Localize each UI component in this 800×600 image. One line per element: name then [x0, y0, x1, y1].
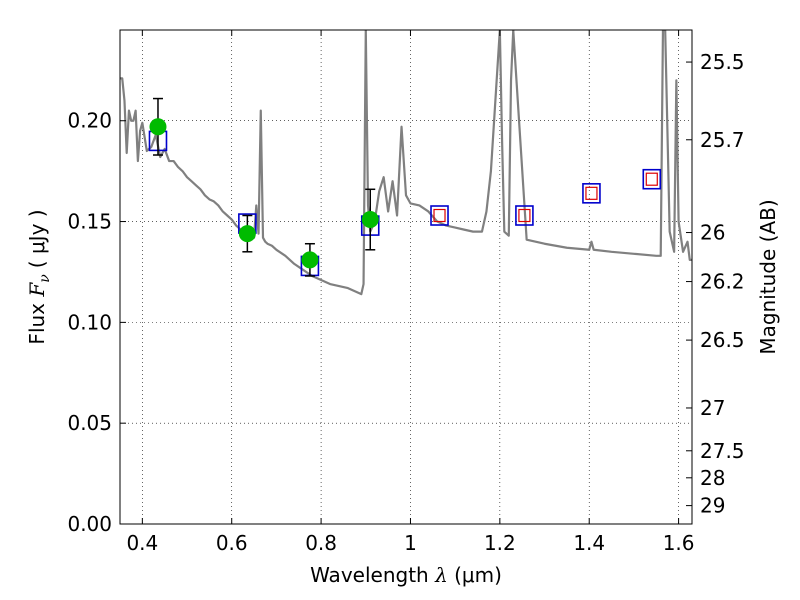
x-tick-label: 0.6 [216, 531, 248, 555]
x-tick-label: 0.4 [126, 531, 158, 555]
x-tick-label: 0.8 [305, 531, 337, 555]
y2-tick-label: 26 [700, 221, 725, 245]
y-axis-title: Flux Fν( μJy ) [25, 209, 53, 344]
model-series [148, 130, 662, 277]
y-tick-label: 0.05 [67, 411, 112, 435]
magnitude-axis-ticks: 25.5 25.7 26 26.2 26.5 27 27.5 28 29 [686, 50, 745, 518]
plot-frame [119, 29, 693, 525]
x-axis-ticks: 0.4 0.6 0.8 1 1.2 1.4 1.6 [126, 30, 695, 555]
model-square [515, 205, 534, 226]
y2-tick-label: 26.5 [700, 328, 745, 352]
x-tick-label: 1.4 [573, 531, 605, 555]
upper-limit-square [518, 208, 531, 223]
photometry-point [149, 118, 167, 136]
x-tick-label: 1.2 [484, 531, 516, 555]
model-square [582, 183, 601, 204]
y2-axis-title: Magnitude (AB) [756, 199, 780, 354]
y-axis-ticks: 0.00 0.05 0.10 0.15 0.20 [67, 109, 126, 536]
photometry-point [361, 211, 379, 229]
y-tick-label: 0.15 [67, 210, 112, 234]
upper-limit-square [645, 172, 658, 186]
spectrum-line [120, 30, 692, 296]
y2-tick-label: 29 [700, 494, 725, 518]
upper-limit-square [585, 186, 598, 200]
y2-tick-label: 25.5 [700, 50, 745, 74]
y2-tick-label: 25.7 [700, 128, 745, 152]
y2-tick-label: 27.5 [700, 439, 745, 463]
y-tick-label: 0.20 [67, 109, 112, 133]
model-square [430, 205, 449, 226]
photometry-point [238, 225, 256, 243]
model-square [642, 168, 662, 190]
upper-limit-square [433, 208, 446, 223]
photometry-point [301, 251, 319, 269]
spectrum-series [120, 30, 692, 296]
y2-tick-label: 26.2 [700, 270, 745, 294]
x-tick-label: 1.6 [663, 531, 695, 555]
y2-tick-label: 27 [700, 396, 725, 420]
x-axis-title: Wavelength λ (μm) [310, 563, 502, 587]
y2-tick-label: 28 [700, 466, 725, 490]
grid [120, 30, 692, 524]
upper-limit-series [433, 172, 658, 223]
y-tick-label: 0.00 [67, 512, 112, 536]
y-tick-label: 0.10 [67, 310, 112, 334]
x-tick-label: 1 [404, 531, 417, 555]
photometry-series [149, 97, 379, 277]
